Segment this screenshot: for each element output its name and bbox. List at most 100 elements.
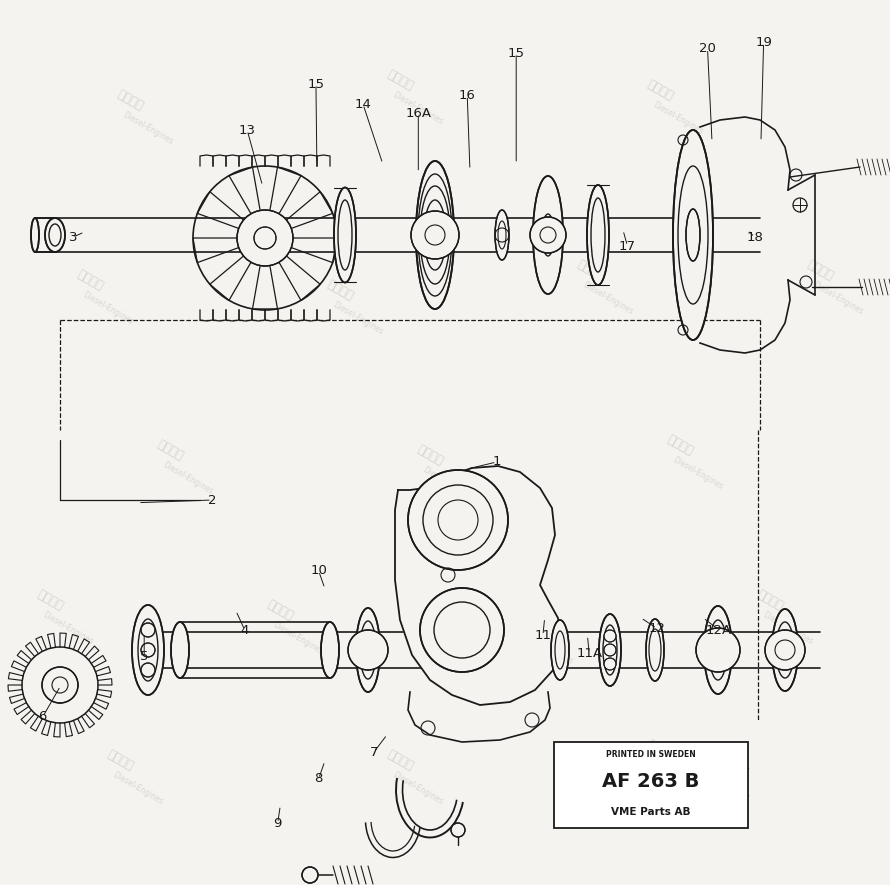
Text: 柴发动力: 柴发动力	[665, 433, 695, 458]
Text: 20: 20	[700, 42, 716, 55]
Ellipse shape	[646, 619, 664, 681]
Text: Diesel-Engines: Diesel-Engines	[271, 620, 325, 656]
Text: PRINTED IN SWEDEN: PRINTED IN SWEDEN	[606, 750, 695, 759]
Text: 12A: 12A	[706, 624, 732, 636]
Circle shape	[141, 663, 155, 677]
Ellipse shape	[416, 161, 454, 309]
Text: 11: 11	[534, 629, 552, 642]
Circle shape	[420, 588, 504, 672]
Text: 柴发动力: 柴发动力	[105, 747, 135, 773]
Text: 10: 10	[311, 565, 327, 577]
Ellipse shape	[599, 614, 621, 686]
Text: 15: 15	[507, 47, 525, 59]
Text: 柴发动力: 柴发动力	[155, 437, 185, 463]
Ellipse shape	[673, 130, 713, 340]
Circle shape	[237, 210, 293, 266]
Ellipse shape	[772, 609, 798, 691]
Text: 柴发动力: 柴发动力	[115, 88, 145, 112]
Circle shape	[765, 630, 805, 670]
Text: 柴发动力: 柴发动力	[384, 67, 416, 93]
Ellipse shape	[533, 176, 563, 294]
Text: Diesel-Engines: Diesel-Engines	[651, 100, 705, 136]
Ellipse shape	[587, 185, 609, 285]
Text: VME Parts AB: VME Parts AB	[611, 807, 691, 817]
Text: Diesel-Engines: Diesel-Engines	[111, 770, 165, 806]
Ellipse shape	[31, 218, 39, 252]
Text: 11A: 11A	[576, 647, 603, 659]
Text: Diesel-Engines: Diesel-Engines	[392, 90, 445, 126]
Circle shape	[141, 643, 155, 657]
Text: 9: 9	[273, 817, 282, 829]
Circle shape	[348, 630, 388, 670]
Ellipse shape	[686, 209, 700, 261]
Circle shape	[530, 217, 566, 253]
Text: 8: 8	[314, 773, 323, 785]
Text: 柴发动力: 柴发动力	[415, 442, 445, 467]
Text: Diesel-Engines: Diesel-Engines	[41, 610, 94, 646]
Text: 柴发动力: 柴发动力	[644, 737, 676, 763]
Ellipse shape	[356, 608, 380, 692]
Text: 柴发动力: 柴发动力	[75, 267, 105, 293]
Text: Diesel-Engines: Diesel-Engines	[81, 290, 134, 326]
Text: 5: 5	[140, 650, 149, 663]
Text: 18: 18	[747, 231, 763, 243]
Text: Diesel-Engines: Diesel-Engines	[392, 770, 445, 806]
Text: Diesel-Engines: Diesel-Engines	[811, 280, 865, 316]
Text: 3: 3	[69, 231, 77, 243]
Circle shape	[696, 628, 740, 672]
Text: Diesel-Engines: Diesel-Engines	[761, 610, 814, 646]
Text: 4: 4	[240, 624, 249, 636]
Text: 1: 1	[492, 456, 501, 468]
Text: Diesel-Engines: Diesel-Engines	[522, 630, 575, 666]
Circle shape	[141, 623, 155, 637]
Ellipse shape	[45, 218, 65, 252]
Circle shape	[604, 630, 616, 642]
Text: 柴发动力: 柴发动力	[575, 258, 605, 282]
Bar	[554, 742, 748, 828]
Circle shape	[411, 211, 459, 259]
Text: 7: 7	[369, 746, 378, 758]
Ellipse shape	[321, 622, 339, 678]
Text: Diesel-Engines: Diesel-Engines	[421, 465, 474, 501]
Circle shape	[604, 644, 616, 656]
Text: Diesel-Engines: Diesel-Engines	[671, 455, 724, 491]
Polygon shape	[395, 466, 562, 705]
Text: 柴发动力: 柴发动力	[805, 258, 836, 282]
Text: 12: 12	[648, 622, 666, 635]
Text: 15: 15	[307, 78, 325, 90]
Text: Diesel-Engines: Diesel-Engines	[161, 460, 214, 496]
Circle shape	[302, 867, 318, 883]
Text: Diesel-Engines: Diesel-Engines	[581, 280, 635, 316]
Ellipse shape	[334, 188, 356, 282]
Text: 17: 17	[619, 240, 636, 252]
Text: 19: 19	[756, 36, 772, 49]
Text: Diesel-Engines: Diesel-Engines	[331, 300, 384, 336]
Text: Diesel-Engines: Diesel-Engines	[651, 760, 705, 796]
Ellipse shape	[171, 622, 189, 678]
Ellipse shape	[704, 606, 732, 694]
Ellipse shape	[495, 210, 509, 260]
Text: 柴发动力: 柴发动力	[325, 277, 355, 303]
Circle shape	[408, 470, 508, 570]
Text: 柴发动力: 柴发动力	[514, 607, 546, 633]
Ellipse shape	[132, 605, 164, 695]
Text: 16: 16	[459, 89, 475, 102]
Circle shape	[451, 823, 465, 837]
Text: AF 263 B: AF 263 B	[602, 772, 700, 791]
Polygon shape	[408, 692, 550, 742]
Text: 柴发动力: 柴发动力	[264, 597, 295, 623]
Text: 14: 14	[355, 98, 371, 111]
Text: 2: 2	[207, 494, 216, 506]
Text: Diesel-Engines: Diesel-Engines	[121, 110, 174, 146]
Ellipse shape	[551, 620, 569, 680]
Text: 6: 6	[38, 711, 47, 723]
Circle shape	[254, 227, 276, 249]
Text: 16A: 16A	[405, 107, 432, 119]
Text: 柴发动力: 柴发动力	[644, 77, 676, 103]
Text: 柴发动力: 柴发动力	[35, 588, 65, 612]
Text: 柴发动力: 柴发动力	[755, 588, 785, 612]
Text: 13: 13	[239, 125, 256, 137]
Text: 柴发动力: 柴发动力	[384, 747, 416, 773]
Circle shape	[42, 667, 78, 703]
Circle shape	[604, 658, 616, 670]
